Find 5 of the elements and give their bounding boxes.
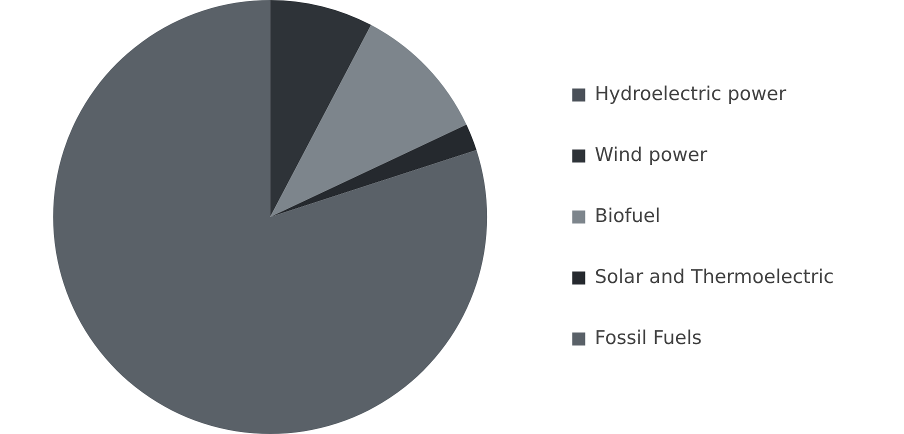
legend-label: Hydroelectric power <box>594 82 786 105</box>
legend-label: Solar and Thermoelectric <box>594 266 834 288</box>
legend-label: Wind power <box>594 144 708 166</box>
legend-label: Biofuel <box>594 204 660 227</box>
legend-label: Fossil Fuels <box>594 326 702 349</box>
